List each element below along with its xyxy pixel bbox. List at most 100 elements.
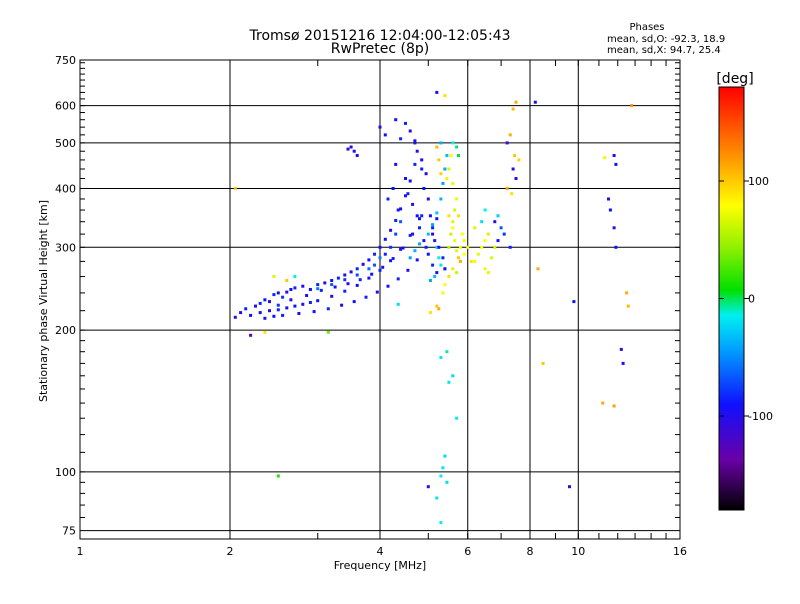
data-point bbox=[343, 273, 347, 277]
data-point bbox=[455, 145, 459, 149]
data-point bbox=[396, 277, 400, 281]
data-point bbox=[408, 233, 412, 237]
data-point bbox=[420, 158, 424, 162]
data-point bbox=[355, 267, 359, 271]
axes: 1 2 4 6 8 10 16 75 100 200 300 400 500 600 750 bbox=[55, 54, 687, 558]
data-point bbox=[378, 256, 382, 260]
data-point bbox=[367, 267, 371, 271]
data-point bbox=[505, 141, 509, 145]
data-point bbox=[508, 245, 512, 249]
data-point bbox=[601, 401, 605, 405]
data-point bbox=[308, 301, 312, 304]
data-point bbox=[312, 310, 316, 314]
data-point bbox=[404, 194, 407, 198]
data-point bbox=[426, 252, 430, 256]
x-tick-label: 1 bbox=[77, 545, 84, 558]
data-point bbox=[249, 333, 253, 337]
stats-heading: Phases bbox=[629, 22, 664, 33]
data-point bbox=[383, 133, 387, 137]
colorbar-tick-label: 0 bbox=[748, 293, 755, 306]
data-point bbox=[445, 480, 449, 484]
data-point bbox=[389, 245, 393, 249]
colorbar-tick-label: -100 bbox=[748, 410, 773, 423]
data-point bbox=[330, 283, 334, 287]
data-point bbox=[443, 454, 447, 458]
data-point bbox=[483, 239, 487, 243]
data-point bbox=[378, 245, 382, 249]
data-point bbox=[533, 100, 537, 104]
data-point bbox=[462, 252, 466, 256]
data-point bbox=[364, 295, 368, 299]
data-point bbox=[486, 232, 490, 236]
x-tick-label: 6 bbox=[464, 545, 471, 558]
data-point bbox=[517, 158, 521, 162]
stats-line-o: mean, sd,O: -92.3, 18.9 bbox=[607, 34, 725, 45]
data-point bbox=[457, 154, 460, 157]
data-point bbox=[308, 288, 312, 291]
data-point bbox=[441, 256, 445, 260]
data-point bbox=[572, 300, 576, 304]
data-point bbox=[439, 172, 443, 176]
data-point bbox=[406, 268, 410, 272]
data-point bbox=[404, 177, 407, 180]
data-point bbox=[326, 307, 330, 311]
data-point bbox=[349, 270, 353, 274]
data-point bbox=[415, 214, 419, 218]
data-point bbox=[233, 187, 237, 190]
data-point bbox=[383, 237, 387, 241]
data-point bbox=[449, 232, 453, 236]
data-point bbox=[625, 291, 629, 295]
data-point bbox=[428, 214, 432, 218]
data-point bbox=[391, 187, 395, 190]
data-point bbox=[626, 304, 630, 308]
plot-frame bbox=[79, 59, 681, 540]
data-point bbox=[426, 232, 430, 236]
data-point bbox=[458, 259, 462, 263]
data-point bbox=[316, 287, 320, 291]
y-tick-label: 100 bbox=[55, 466, 76, 479]
data-point bbox=[378, 125, 382, 129]
data-point bbox=[244, 307, 248, 311]
data-point bbox=[435, 496, 439, 500]
data-point bbox=[466, 245, 470, 249]
data-point bbox=[399, 137, 403, 141]
data-point bbox=[268, 309, 271, 313]
data-point bbox=[476, 252, 480, 256]
data-point bbox=[510, 192, 514, 196]
data-point bbox=[437, 307, 441, 311]
data-point bbox=[319, 288, 323, 292]
data-point bbox=[473, 259, 477, 263]
data-point bbox=[607, 197, 610, 201]
x-tick-label: 4 bbox=[377, 545, 384, 558]
data-point bbox=[285, 279, 289, 282]
data-point bbox=[386, 284, 390, 288]
data-point bbox=[443, 267, 447, 271]
data-point bbox=[340, 303, 344, 307]
data-point bbox=[406, 192, 410, 196]
colorbar-tick-label: 100 bbox=[748, 175, 769, 188]
data-point bbox=[408, 179, 412, 183]
data-point bbox=[289, 288, 293, 291]
data-point bbox=[399, 247, 403, 251]
data-point bbox=[513, 154, 517, 157]
colorbar-ticks: 100 0 -100 bbox=[719, 175, 773, 423]
data-point bbox=[612, 226, 616, 230]
data-point bbox=[263, 298, 267, 302]
data-point bbox=[462, 239, 466, 243]
data-point bbox=[285, 290, 289, 294]
data-point bbox=[424, 245, 428, 249]
data-point bbox=[355, 283, 359, 287]
data-point bbox=[433, 239, 437, 243]
data-point bbox=[293, 275, 297, 278]
data-point bbox=[281, 295, 285, 299]
data-point bbox=[511, 107, 515, 111]
data-point bbox=[457, 256, 460, 260]
data-point bbox=[258, 311, 262, 315]
data-point bbox=[272, 314, 276, 318]
stats-line-x: mean, sd,X: 94.7, 25.4 bbox=[607, 45, 721, 56]
data-point bbox=[473, 226, 477, 230]
data-point bbox=[239, 311, 243, 315]
data-point bbox=[453, 239, 457, 243]
x-tick-label: 2 bbox=[227, 545, 234, 558]
data-point bbox=[389, 259, 393, 263]
